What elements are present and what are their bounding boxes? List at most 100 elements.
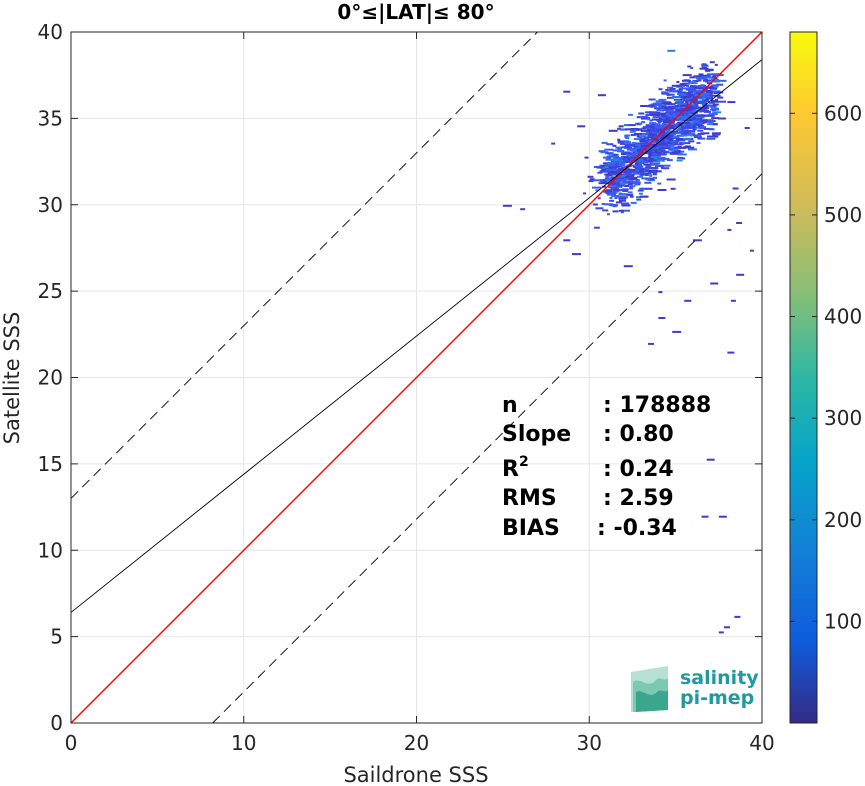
heatmap-cell <box>666 159 673 162</box>
heatmap-cell <box>663 79 667 82</box>
heatmap-cell <box>693 106 701 109</box>
heatmap-cell <box>708 128 715 131</box>
heatmap-cell <box>604 203 614 206</box>
heatmap-cell <box>592 186 601 189</box>
heatmap-cell <box>617 165 620 168</box>
line-lower-bound <box>212 173 763 724</box>
heatmap-cell <box>620 151 625 154</box>
heatmap-cell <box>618 197 627 200</box>
heatmap-cell <box>680 127 684 130</box>
heatmap-cell <box>628 180 638 183</box>
heatmap-cell <box>613 189 619 192</box>
heatmap-cell <box>653 157 661 160</box>
heatmap-cell <box>645 111 653 114</box>
heatmap-cell <box>611 183 619 186</box>
heatmap-cell <box>678 84 682 87</box>
heatmap-cell <box>705 76 715 79</box>
heatmap-cell <box>706 89 711 92</box>
heatmap-cell <box>601 141 608 144</box>
heatmap-cell <box>688 140 695 143</box>
heatmap-cell <box>692 123 700 126</box>
heatmap-cell <box>665 110 674 112</box>
heatmap-cell <box>640 173 645 176</box>
heatmap-cell <box>622 171 626 174</box>
heatmap-cell <box>705 80 709 83</box>
y-tick-label: 40 <box>38 20 63 44</box>
heatmap-cell <box>604 164 609 167</box>
heatmap-cell <box>641 141 645 144</box>
heatmap-cell <box>634 172 641 175</box>
heatmap-cell <box>660 115 669 118</box>
heatmap-cell <box>697 79 702 82</box>
heatmap-cell <box>584 156 589 159</box>
heatmap-cell <box>710 108 720 111</box>
logo-text-salinity: salinity <box>680 667 759 689</box>
heatmap-cell <box>695 77 704 80</box>
heatmap-cell <box>621 188 629 191</box>
heatmap-cell <box>653 176 657 179</box>
heatmap-cell <box>696 94 703 97</box>
heatmap-cell <box>675 138 683 140</box>
heatmap-cell <box>671 110 681 113</box>
heatmap-cell <box>678 88 683 91</box>
heatmap-cell <box>717 96 724 99</box>
heatmap-cell <box>655 164 664 167</box>
heatmap-cell <box>654 141 664 144</box>
chart-title: 0°≤|LAT|≤ 80° <box>337 0 494 24</box>
heatmap-cell <box>649 119 653 122</box>
heatmap-cell <box>698 73 704 76</box>
x-tick-label: 20 <box>404 731 429 755</box>
heatmap-cell <box>617 186 623 188</box>
heatmap-cell <box>634 168 642 170</box>
heatmap-cell <box>667 49 676 52</box>
colorbar-tick-label: 300 <box>824 406 862 430</box>
logo-text-pimep: pi-mep <box>680 687 754 709</box>
heatmap-cell <box>649 145 653 148</box>
heatmap-cell <box>678 95 686 98</box>
heatmap-cell <box>648 342 654 345</box>
heatmap-cell <box>700 110 707 113</box>
heatmap-cell <box>667 105 677 108</box>
heatmap-cell <box>626 172 630 175</box>
heatmap-cell <box>651 131 656 134</box>
heatmap-cell <box>658 146 667 149</box>
heatmap-cell <box>705 119 714 122</box>
heatmap-cell <box>696 134 702 137</box>
heatmap-cell <box>670 137 674 139</box>
heatmap-cell <box>652 144 659 147</box>
heatmap-cell <box>676 140 680 143</box>
heatmap-cell <box>640 172 647 175</box>
heatmap-cell <box>638 192 643 195</box>
heatmap-cell <box>694 126 700 129</box>
heatmap-cell <box>689 111 699 114</box>
heatmap-cell <box>619 182 628 185</box>
heatmap-cell <box>680 115 690 118</box>
heatmap-cell <box>615 146 622 149</box>
heatmap-cell <box>713 73 721 76</box>
heatmap-cell <box>631 142 637 144</box>
heatmap-cell <box>652 153 661 156</box>
heatmap-cell <box>686 107 692 110</box>
heatmap-cell <box>628 113 633 116</box>
heatmap-cell <box>639 147 645 150</box>
heatmap-cell <box>667 136 672 139</box>
heatmap-cell <box>703 109 708 112</box>
heatmap-cell <box>639 140 646 142</box>
heatmap-cell <box>649 114 659 116</box>
heatmap-cell <box>612 153 616 156</box>
heatmap-cell <box>626 144 633 147</box>
heatmap-cell <box>660 105 667 108</box>
line-fit <box>70 59 763 613</box>
heatmap-cell <box>727 101 736 104</box>
heatmap-cell <box>685 109 689 112</box>
heatmap-cell <box>646 129 654 132</box>
heatmap-cell <box>682 130 689 133</box>
heatmap-cell <box>640 105 650 107</box>
heatmap-cell <box>730 299 736 302</box>
heatmap-cell <box>677 118 684 121</box>
heatmap-cell <box>636 134 640 137</box>
heatmap-cell <box>644 167 650 170</box>
heatmap-cell <box>625 128 635 131</box>
heatmap-cell <box>682 82 691 85</box>
